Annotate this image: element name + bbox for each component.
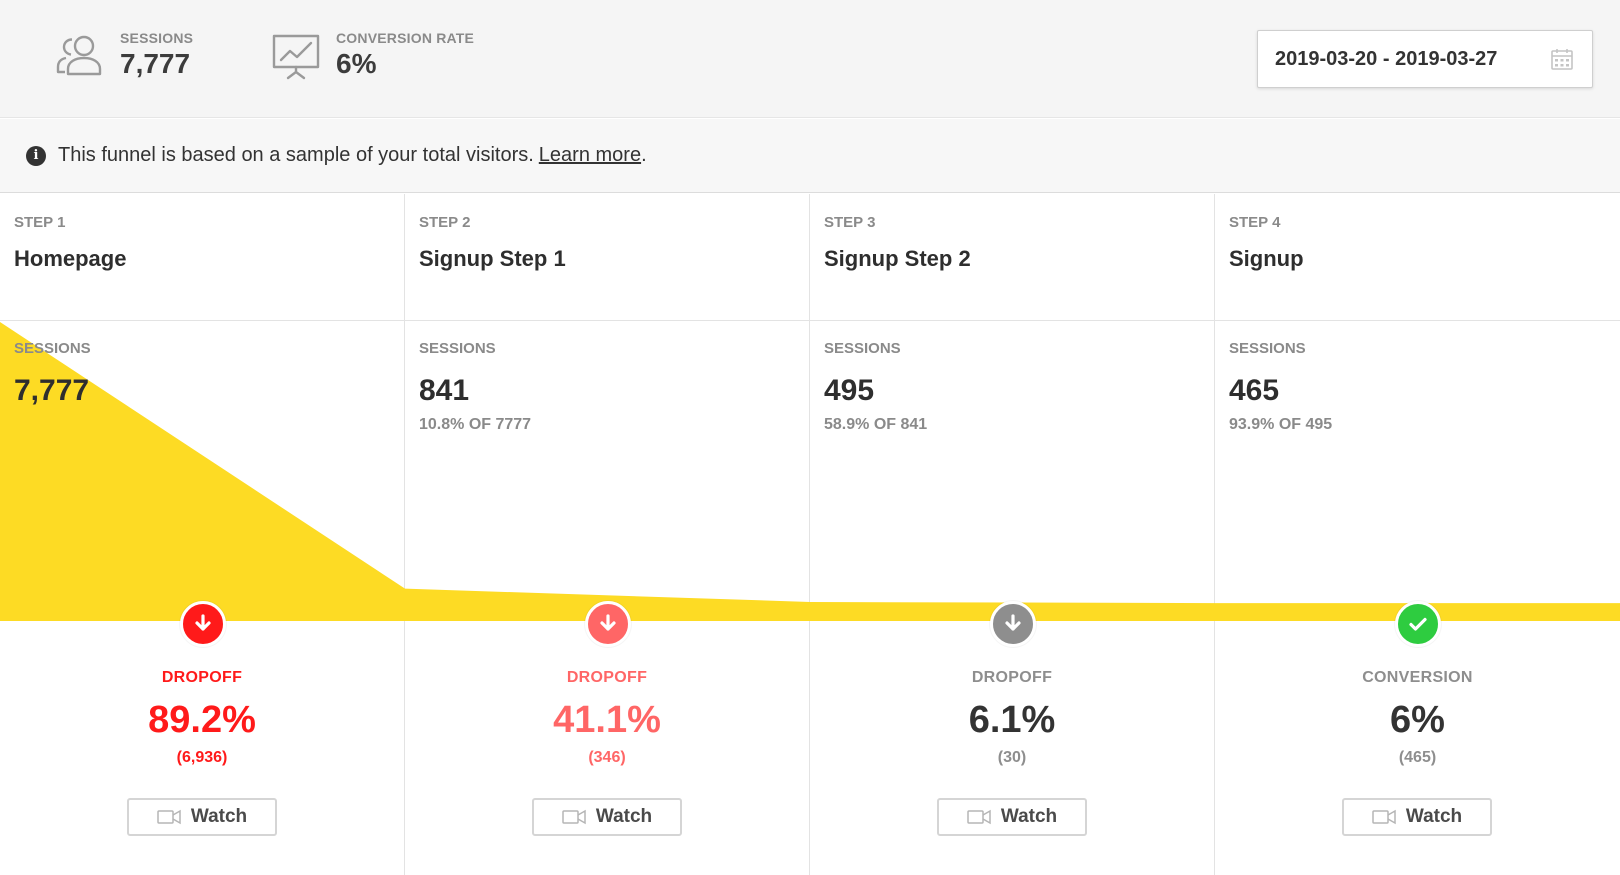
step-sessions-label: SESSIONS	[419, 340, 496, 357]
learn-more-link[interactable]: Learn more	[538, 144, 642, 166]
step-sessions-label: SESSIONS	[1229, 340, 1306, 357]
step-metric-value: 6%	[1390, 699, 1445, 741]
step-name: Homepage	[14, 246, 127, 271]
conversion-rate-value: 6%	[336, 48, 377, 79]
step-sessions-label: SESSIONS	[14, 340, 91, 357]
sessions-stat: SESSIONS 7,777	[54, 30, 193, 84]
sample-notice: i This funnel is based on a sample of yo…	[0, 119, 1620, 193]
step-number: STEP 2	[419, 214, 471, 231]
notice-text: This funnel is based on a sample of your…	[58, 144, 534, 166]
step-metric-count: (6,936)	[176, 749, 228, 766]
step-number: STEP 3	[824, 214, 876, 231]
step-metric-count: (30)	[997, 749, 1027, 766]
date-range-text: 2019-03-20 - 2019-03-27	[1275, 47, 1498, 70]
step-sessions-percent: 10.8% OF 7777	[419, 416, 532, 433]
step-sessions-value: 841	[419, 374, 470, 407]
step-metric-count: (346)	[588, 749, 626, 766]
funnel-step-4: STEP 4 Signup SESSIONS 465 93.9% OF 495 …	[1215, 194, 1620, 875]
users-icon	[54, 30, 108, 84]
step-metric-count: (465)	[1398, 749, 1437, 766]
step-metric-label: DROPOFF	[161, 669, 243, 686]
video-camera-icon	[157, 809, 181, 825]
arrow-down-icon	[1005, 614, 1021, 631]
video-camera-icon	[562, 809, 586, 825]
step-sessions-value: 495	[824, 374, 875, 407]
step-number: STEP 1	[14, 214, 66, 231]
date-range-picker[interactable]: 2019-03-20 - 2019-03-27	[1257, 30, 1593, 88]
video-camera-icon	[1372, 809, 1396, 825]
step-sessions-label: SESSIONS	[824, 340, 901, 357]
watch-button[interactable]: Watch	[937, 798, 1087, 836]
arrow-down-icon	[195, 614, 211, 631]
step-metric-label: DROPOFF	[566, 669, 648, 686]
step-sessions-value: 7,777	[14, 374, 90, 407]
check-icon	[1409, 617, 1427, 631]
notice-trailing: .	[641, 144, 647, 166]
conversion-badge	[1395, 601, 1441, 647]
watch-label: Watch	[595, 806, 653, 827]
dropoff-badge	[180, 601, 226, 647]
step-metric-value: 6.1%	[968, 699, 1056, 741]
funnel: STEP 1 Homepage SESSIONS 7,777 DROPOFF 8…	[0, 194, 1620, 875]
watch-button[interactable]: Watch	[532, 798, 682, 836]
watch-label: Watch	[190, 806, 248, 827]
step-header: STEP 4 Signup	[1215, 194, 1620, 321]
funnel-step-3: STEP 3 Signup Step 2 SESSIONS 495 58.9% …	[810, 194, 1215, 875]
step-metric-label: CONVERSION	[1362, 669, 1473, 686]
stats-header: SESSIONS 7,777 CONVERSION RATE 6% 2019-0…	[0, 0, 1620, 118]
presentation-chart-icon	[270, 30, 324, 84]
funnel-step-2: STEP 2 Signup Step 1 SESSIONS 841 10.8% …	[405, 194, 810, 875]
step-metric-value: 41.1%	[553, 699, 661, 741]
step-sessions-percent: 93.9% OF 495	[1229, 416, 1333, 433]
sessions-value: 7,777	[120, 48, 191, 79]
info-icon: i	[26, 145, 46, 166]
conversion-rate-label: CONVERSION RATE	[336, 30, 475, 46]
watch-button[interactable]: Watch	[127, 798, 277, 836]
step-header: STEP 1 Homepage	[0, 194, 404, 321]
arrow-down-icon	[600, 614, 616, 631]
watch-button[interactable]: Watch	[1342, 798, 1492, 836]
step-sessions-percent: 58.9% OF 841	[824, 416, 928, 433]
step-header: STEP 2 Signup Step 1	[405, 194, 809, 321]
watch-label: Watch	[1405, 806, 1463, 827]
dropoff-badge	[990, 601, 1036, 647]
step-metric-value: 89.2%	[148, 699, 256, 741]
step-name: Signup Step 1	[419, 246, 566, 271]
dropoff-badge	[585, 601, 631, 647]
step-number: STEP 4	[1229, 214, 1281, 231]
sessions-label: SESSIONS	[120, 30, 194, 46]
conversion-rate-stat: CONVERSION RATE 6%	[270, 30, 474, 84]
step-header: STEP 3 Signup Step 2	[810, 194, 1214, 321]
step-name: Signup	[1229, 246, 1304, 271]
funnel-step-1: STEP 1 Homepage SESSIONS 7,777 DROPOFF 8…	[0, 194, 405, 875]
video-camera-icon	[967, 809, 991, 825]
watch-label: Watch	[1000, 806, 1058, 827]
step-sessions-value: 465	[1229, 374, 1280, 407]
step-metric-label: DROPOFF	[971, 669, 1053, 686]
step-name: Signup Step 2	[824, 246, 971, 271]
calendar-icon[interactable]	[1550, 47, 1574, 71]
